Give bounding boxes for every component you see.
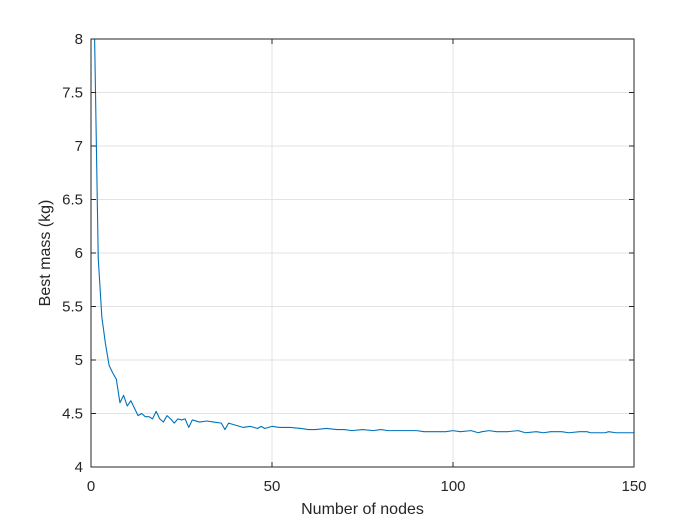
series-line (94, 38, 634, 434)
ticks: 0 50 100 150 4 4.5 5 5.5 6 6.5 7 7.5 8 (62, 31, 646, 495)
y-tick-label: 8 (75, 31, 83, 48)
x-tick-label: 150 (621, 478, 646, 495)
y-axis-label: Best mass (kg) (37, 200, 54, 307)
series-layer (94, 38, 634, 434)
y-tick-label: 4 (75, 459, 83, 476)
x-axis-label: Number of nodes (301, 501, 424, 518)
y-tick-label: 6.5 (62, 192, 83, 209)
x-tick-label: 0 (87, 478, 95, 495)
y-tick-label: 5.5 (62, 299, 83, 316)
grid (91, 39, 634, 467)
y-tick-label: 7.5 (62, 85, 83, 102)
x-tick-label: 100 (440, 478, 465, 495)
x-tick-label: 50 (264, 478, 281, 495)
y-tick-label: 6 (75, 245, 83, 262)
y-tick-label: 4.5 (62, 406, 83, 423)
y-tick-label: 5 (75, 352, 83, 369)
y-tick-label: 7 (75, 138, 83, 155)
